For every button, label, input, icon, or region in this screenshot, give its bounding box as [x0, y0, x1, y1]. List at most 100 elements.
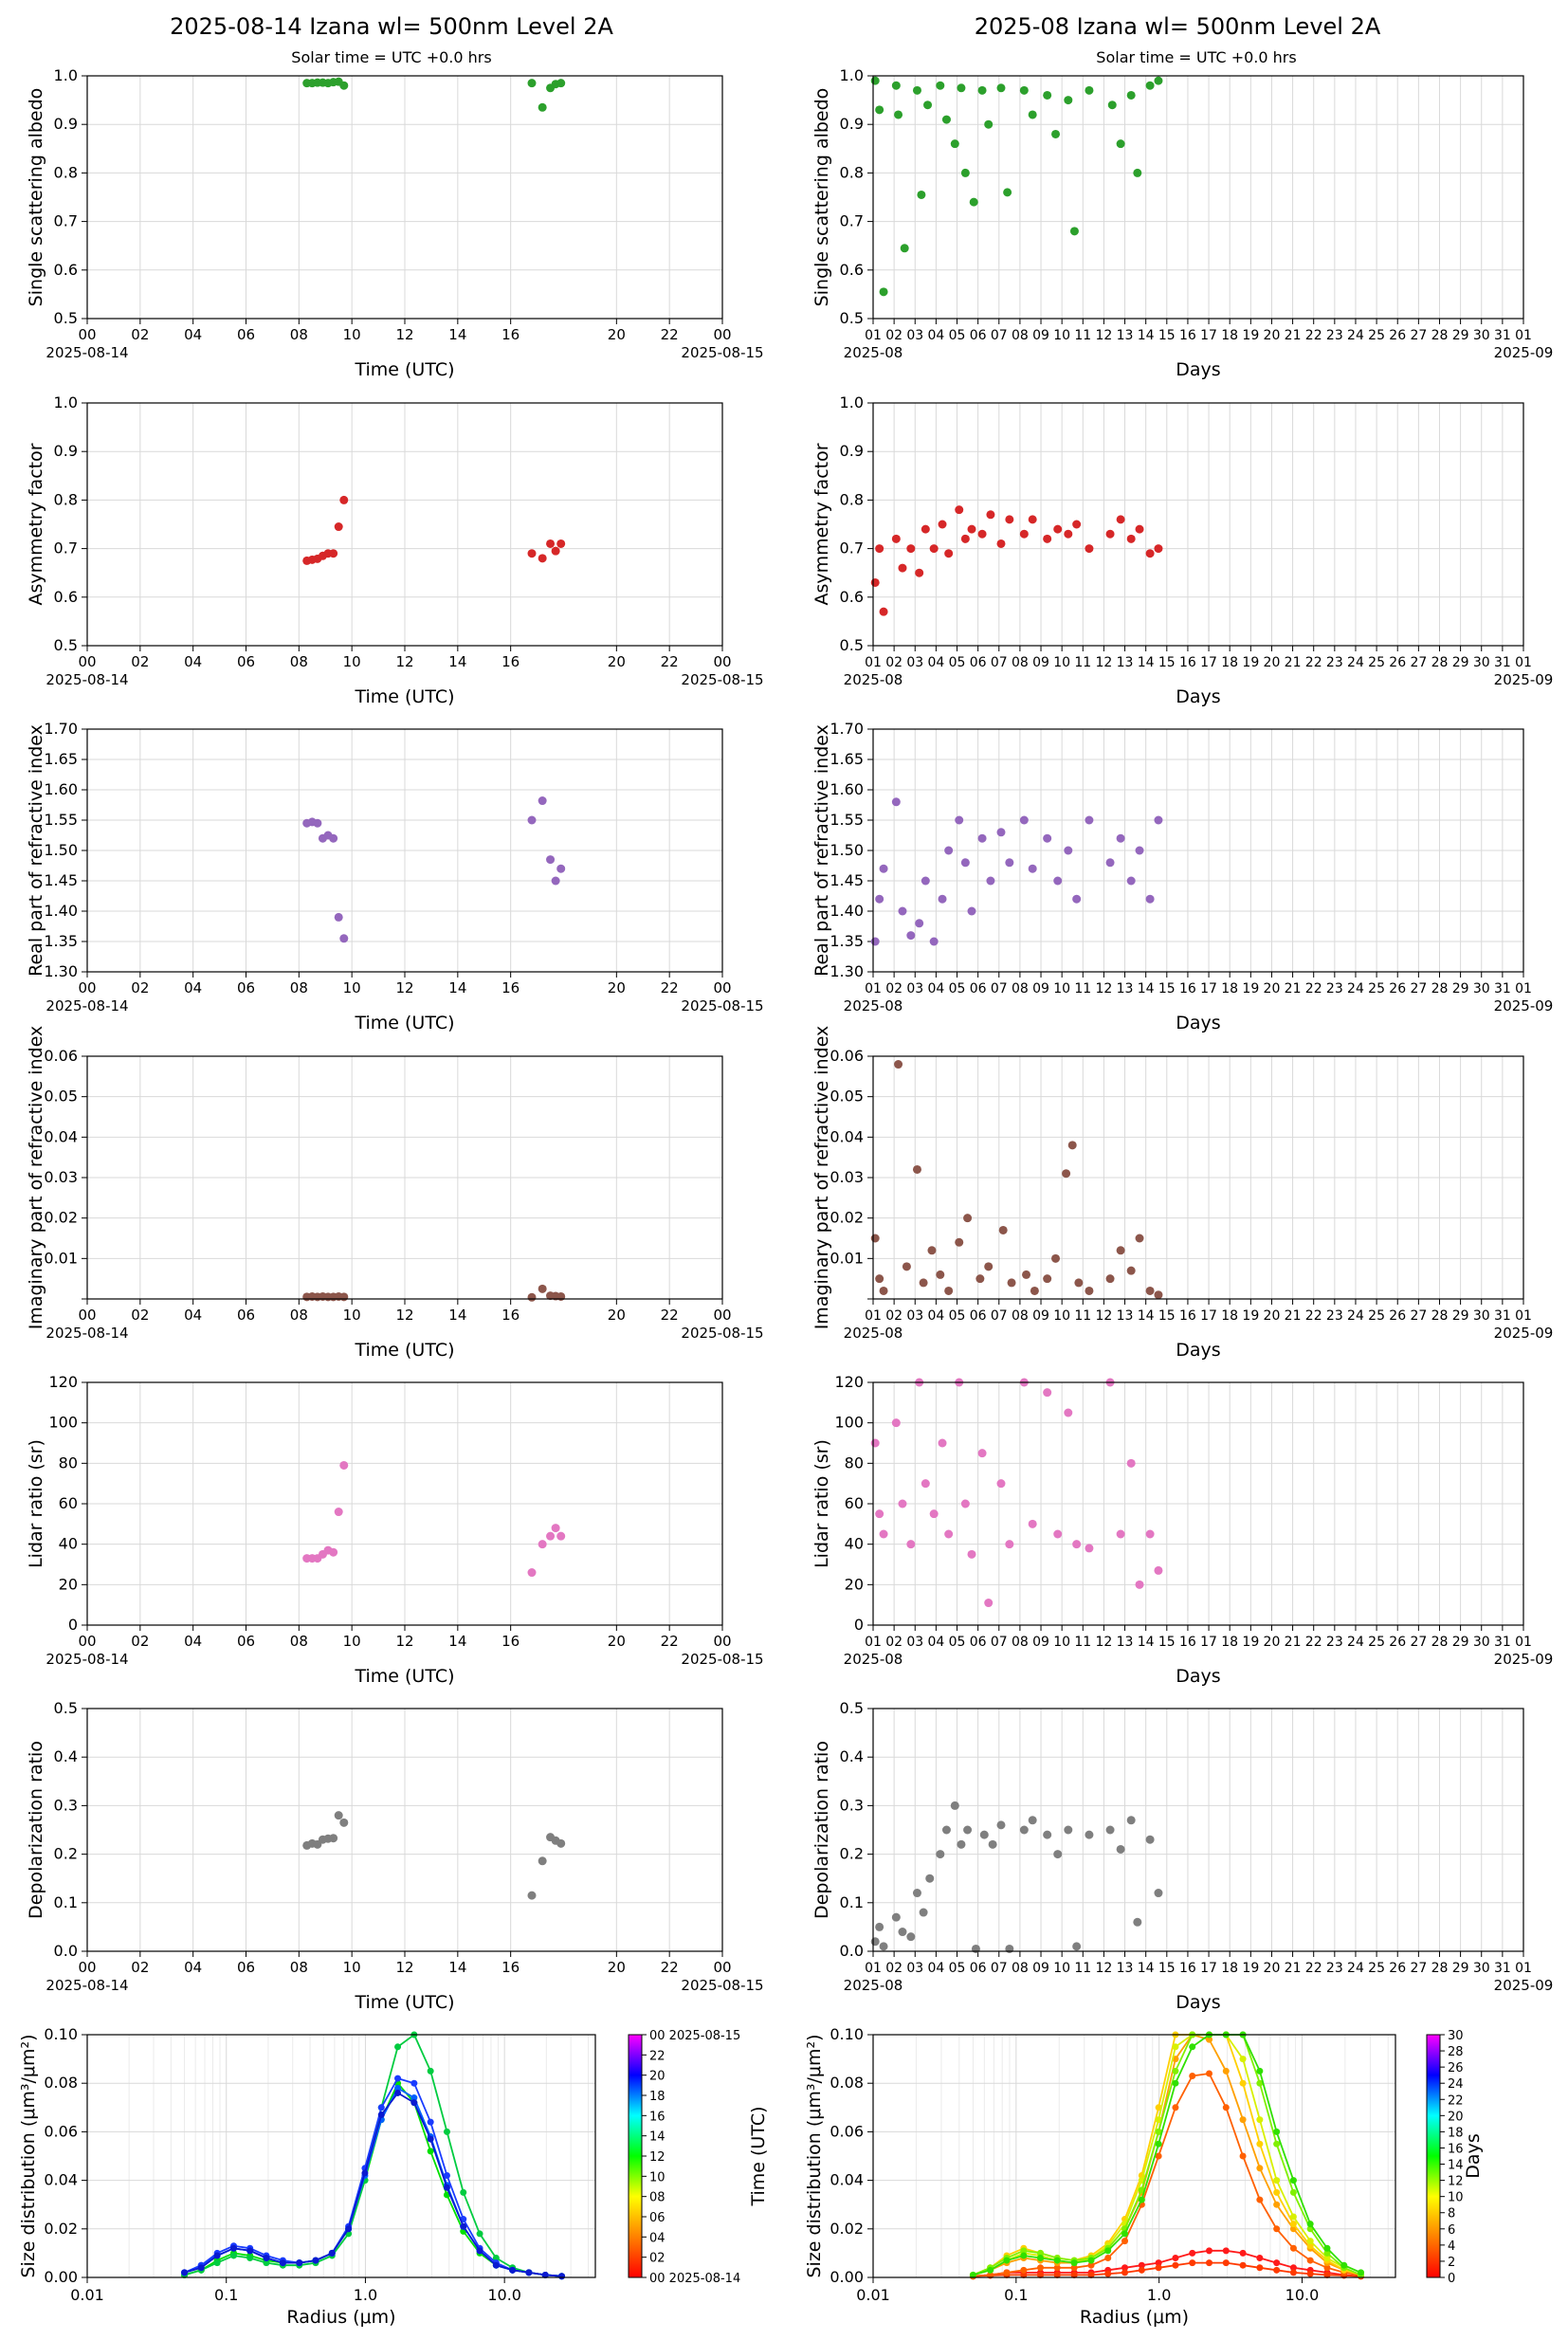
- right-depol-point: [879, 1942, 888, 1951]
- right-real-xtick-label: 24: [1347, 981, 1364, 996]
- right-lidar-xtick-label: 31: [1494, 1635, 1511, 1650]
- right-lidar-point: [1053, 1529, 1063, 1539]
- left-imag-xtick-label: 04: [184, 1307, 202, 1324]
- right-real-xtick-label: 03: [906, 981, 923, 996]
- right-asym-point: [1154, 544, 1163, 554]
- right-depol-xtick-label: 31: [1494, 1961, 1511, 1976]
- right-size-point: [1306, 2238, 1314, 2245]
- left-ssa-xtick-label: 02: [131, 326, 149, 343]
- right-imag-xtick-label: 24: [1347, 1308, 1364, 1324]
- left-colorbar-label: Time (UTC): [748, 2106, 769, 2206]
- right-depol-ytick-label: 0.4: [840, 1747, 864, 1765]
- right-imag-point: [1067, 1141, 1077, 1150]
- right-imag-point: [1116, 1246, 1125, 1255]
- right-ssa-xtick-label: 24: [1347, 328, 1364, 343]
- left-lidar-ytick-label: 60: [59, 1494, 78, 1512]
- right-asym-xtick-label: 10: [1053, 655, 1070, 670]
- right-size-point: [1172, 2104, 1179, 2111]
- right-lidar-xtick-label: 29: [1452, 1635, 1469, 1650]
- right-size-xtick-label: 10.0: [1285, 2286, 1320, 2304]
- left-real-ytick-label: 1.55: [44, 811, 78, 829]
- left-asym-xtick-label: 16: [501, 653, 520, 670]
- left-real-start-date: 2025-08-14: [46, 997, 128, 1015]
- left-size-point: [443, 2184, 450, 2191]
- right-colorbar-tick-label: 26: [1448, 2061, 1464, 2075]
- right-ssa-xtick-label: 04: [927, 328, 944, 343]
- right-real-xtick-label: 08: [1012, 981, 1029, 996]
- right-lidar-xtick-label: 13: [1117, 1635, 1134, 1650]
- right-colorbar-tick-label: 4: [1448, 2239, 1455, 2254]
- right-lidar-xtick-label: 03: [906, 1635, 923, 1650]
- left-lidar-xlabel: Time (UTC): [354, 1666, 454, 1687]
- right-real-point: [1072, 894, 1082, 904]
- left-asym-point: [334, 522, 343, 532]
- left-imag-point: [339, 1292, 349, 1302]
- right-real-xtick-label: 17: [1200, 981, 1217, 996]
- right-real-xtick-label: 15: [1158, 981, 1176, 996]
- left-lidar-point: [527, 1568, 537, 1578]
- right-imag-point: [1126, 1266, 1136, 1275]
- right-lidar-point: [1135, 1580, 1144, 1589]
- right-depol-xtick-label: 07: [991, 1961, 1008, 1976]
- left-imag-ylabel: Imaginary part of refractive index: [26, 1026, 46, 1330]
- left-size-point: [246, 2247, 254, 2255]
- right-colorbar-tick-label: 10: [1448, 2191, 1464, 2205]
- right-imag-xtick-label: 19: [1242, 1308, 1259, 1324]
- right-real-point: [929, 937, 939, 946]
- right-ssa-xtick-label: 07: [991, 328, 1008, 343]
- right-lidar-xtick-label: 06: [970, 1635, 987, 1650]
- left-asym-xlabel: Time (UTC): [354, 686, 454, 707]
- right-depol-xtick-label: 13: [1117, 1961, 1134, 1976]
- left-size-point: [246, 2255, 254, 2262]
- right-lidar-point: [921, 1479, 930, 1489]
- left-imag-point: [527, 1292, 537, 1302]
- right-real-point: [986, 876, 995, 886]
- right-asym-point: [921, 524, 930, 534]
- left-ssa-xtick-label: 04: [184, 326, 202, 343]
- right-lidar-ytick-label: 80: [845, 1453, 864, 1472]
- right-depol-point: [1085, 1830, 1094, 1839]
- left-real-point: [313, 818, 322, 828]
- left-imag-xtick-label: 00: [713, 1307, 731, 1324]
- right-size-point: [1256, 2067, 1264, 2075]
- right-depol-point: [957, 1839, 966, 1849]
- right-depol-xtick-label: 20: [1264, 1961, 1281, 1976]
- right-imag-xtick-label: 02: [885, 1308, 903, 1324]
- right-colorbar: [1426, 2034, 1441, 2278]
- right-imag-xtick-label: 14: [1138, 1308, 1155, 1324]
- left-real-point: [556, 864, 566, 873]
- right-depol-point: [1064, 1825, 1073, 1835]
- left-ssa-point: [339, 81, 349, 90]
- left-real-ytick-label: 1.50: [44, 841, 78, 859]
- right-real-point: [875, 894, 884, 904]
- right-size-point: [1239, 2249, 1247, 2257]
- right-size-point: [1121, 2230, 1129, 2238]
- right-asym-point: [1028, 515, 1037, 524]
- left-ssa-xtick-label: 08: [290, 326, 308, 343]
- right-real-xtick-label: 12: [1096, 981, 1113, 996]
- right-lidar-xtick-label: 28: [1431, 1635, 1449, 1650]
- left-asym-xtick-label: 12: [395, 653, 413, 670]
- left-real-xtick-label: 08: [290, 979, 308, 996]
- right-depol-ylabel: Depolarization ratio: [811, 1741, 832, 1919]
- right-real-point: [1116, 833, 1125, 843]
- right-asym-xtick-label: 03: [906, 655, 923, 670]
- right-ssa-xtick-label: 14: [1138, 328, 1155, 343]
- left-real-point: [551, 876, 560, 886]
- left-imag-xtick-label: 10: [343, 1307, 361, 1324]
- right-colorbar-tick-label: 6: [1448, 2223, 1455, 2238]
- left-size-point: [263, 2255, 270, 2262]
- left-real-ytick-label: 1.60: [44, 780, 78, 798]
- right-real-ytick-label: 1.50: [830, 841, 864, 859]
- right-size-point: [1003, 2269, 1011, 2276]
- right-real-xtick-label: 23: [1326, 981, 1343, 996]
- left-real-ytick-label: 1.65: [44, 750, 78, 768]
- right-real-point: [1005, 858, 1014, 868]
- left-size-point: [312, 2257, 319, 2264]
- right-real-xtick-label: 10: [1053, 981, 1070, 996]
- left-lidar-point: [329, 1547, 338, 1557]
- right-size-point: [1289, 2269, 1297, 2276]
- left-real-xtick-label: 00: [713, 979, 731, 996]
- right-imag-point: [1135, 1234, 1144, 1243]
